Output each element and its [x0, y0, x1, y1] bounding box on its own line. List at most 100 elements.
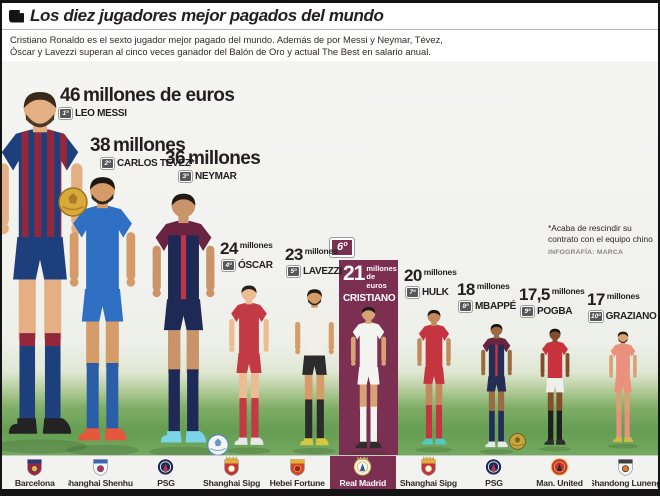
- club-crest-icon: [157, 458, 175, 476]
- club-crest-icon: [93, 459, 108, 476]
- rank-badge: 10º: [589, 311, 603, 323]
- page-title: Los diez jugadores mejor pagados del mun…: [30, 6, 384, 25]
- club-name: PSG: [485, 478, 503, 488]
- salary-label-mbappe: 18 millones 8º MBAPPÉ: [457, 280, 516, 313]
- player-figure-oscar: [227, 285, 271, 455]
- footnote: *Acaba de rescindir su contrato con el e…: [548, 223, 656, 257]
- marca-bullet-icon: [9, 9, 24, 23]
- infographic-credit: INFOGRAFÍA: MARCA: [548, 249, 624, 256]
- club-cell-shanghai-shenhua: Shanghai Shenhua: [68, 456, 134, 489]
- club-cell-shanghai-sipg: Shanghai Sipg: [396, 456, 462, 489]
- salary-value-row: 36 millones: [162, 148, 261, 170]
- golden-ball-messi: [58, 187, 88, 217]
- club-cell-barcelona: Barcelona: [2, 456, 68, 489]
- club-crest-icon: [289, 459, 305, 476]
- salary-value-row: 17,5 millones: [519, 285, 585, 305]
- club-name: Man. United: [536, 478, 583, 488]
- player-name-row: 5º LAVEZZI: [287, 266, 342, 278]
- player-figure-lavezzi: [292, 289, 336, 455]
- salary-value-row: 38 millones: [87, 135, 194, 157]
- player-figure-pelle: [607, 331, 639, 449]
- club-crest-icon: [354, 456, 372, 476]
- player-name-row: 1º LEO MESSI: [59, 108, 234, 120]
- header: Los diez jugadores mejor pagados del mun…: [9, 6, 384, 26]
- salary-value: 36: [165, 148, 186, 169]
- salary-value: 24: [220, 239, 238, 258]
- salary-value: 46: [60, 85, 81, 106]
- club-strip: Barcelona Shanghai Shenhua PSG Shanghai Sip…: [2, 455, 658, 489]
- club-crest-icon: [421, 456, 436, 476]
- club-name: Shanghai Sipg: [399, 478, 457, 488]
- salary-label-pogba: 17,5 millones 9º POGBA: [519, 285, 585, 318]
- salary-value-row: 17 millones: [587, 290, 658, 310]
- player-name: GRAZIANO PELLÈ: [605, 311, 658, 323]
- club-name: Real Madrid: [339, 478, 387, 488]
- player-name-row: 4º ÓSCAR: [222, 260, 273, 272]
- footnote-line-2: con el equipo chino: [580, 233, 653, 244]
- player-name-row: 8º MBAPPÉ: [459, 301, 516, 313]
- player-figure-pogba: [539, 328, 571, 452]
- player-figure-mbappe: [479, 323, 513, 455]
- club-name: Barcelona: [14, 478, 55, 488]
- footnote-line-1: *Acaba de rescindir su contrato: [548, 223, 632, 244]
- player-name: MBAPPÉ: [475, 301, 516, 313]
- player-name: LEO MESSI: [75, 108, 127, 120]
- club-crest-icon: [27, 459, 43, 476]
- salary-value: 38: [90, 135, 111, 156]
- player-figure-neymar: [149, 193, 217, 455]
- salary-label-neymar: 36 millones 3º NEYMAR: [162, 148, 261, 183]
- salary-value-row: 18 millones: [457, 280, 516, 300]
- player-name: CARLOS TÉVEZ*: [117, 158, 195, 170]
- club-name: Shanghai Shenhua: [68, 478, 134, 488]
- club-cell-man-united: Man. United: [527, 456, 593, 489]
- player-figure-tevez: [66, 177, 138, 455]
- salary-unit: millones de euros: [82, 85, 235, 106]
- player-name: CRISTIANO: [343, 292, 396, 304]
- club-cell-shandong-luneng: Shandong Luneng: [592, 456, 658, 489]
- salary-unit: millones: [551, 286, 585, 296]
- player-name: LAVEZZI: [303, 266, 342, 278]
- salary-unit: millones de euros: [366, 264, 397, 290]
- player-name-row: 7º HULK: [406, 287, 457, 299]
- player-name-row: 3º NEYMAR: [179, 171, 260, 183]
- salary-value-row: 46 millones de euros: [57, 85, 235, 107]
- rank-badge: 5º: [287, 266, 300, 278]
- player-name: HULK: [422, 287, 449, 299]
- rank-badge-cristiano: 6º: [330, 238, 355, 258]
- salary-unit: millones: [606, 291, 640, 301]
- salary-unit: millones: [187, 148, 261, 169]
- cristiano-column: 6º 21 millones de euros CRISTIANO: [330, 238, 398, 455]
- salary-unit: millones: [304, 246, 338, 256]
- salary-value-row: 23 millones: [285, 245, 342, 265]
- club-crest-icon: [550, 458, 569, 476]
- salary-unit: millones: [476, 281, 510, 291]
- player-figure-cristiano: [348, 307, 388, 455]
- club-crest-icon: [617, 459, 633, 476]
- ball-pogba: [509, 433, 526, 450]
- player-figure-hulk: [415, 309, 453, 453]
- club-cell-psg: PSG: [461, 456, 527, 489]
- club-cell-real-madrid: Real Madrid: [329, 456, 396, 489]
- salary-value: 20: [404, 266, 422, 285]
- salary-value: 17,5: [519, 285, 550, 304]
- salary-value: 23: [285, 245, 303, 264]
- player-name: POGBA: [537, 306, 573, 318]
- club-name: Shanghai Sipg: [203, 478, 261, 488]
- salary-value: 17: [587, 290, 605, 309]
- player-name-row: 2º CARLOS TÉVEZ*: [101, 158, 195, 170]
- club-crest-icon: [485, 458, 503, 476]
- intro-line-1: Cristiano Ronaldo es el sexto jugador me…: [10, 34, 443, 45]
- salary-value-row: 20 millones: [404, 266, 457, 286]
- salary-label-messi: 46 millones de euros 1º LEO MESSI: [57, 85, 235, 120]
- ball-oscar: [207, 434, 229, 455]
- intro-line-2: Óscar y Lavezzi superan al cinco veces g…: [10, 46, 431, 58]
- club-name: Shandong Luneng: [592, 478, 658, 488]
- club-name: PSG: [157, 478, 175, 488]
- salary-label-lavezzi: 23 millones 5º LAVEZZI: [285, 245, 342, 278]
- salary-label-hulk: 20 millones 7º HULK: [404, 266, 457, 299]
- club-cell-psg: PSG: [133, 456, 199, 489]
- club-crest-icon: [224, 456, 239, 476]
